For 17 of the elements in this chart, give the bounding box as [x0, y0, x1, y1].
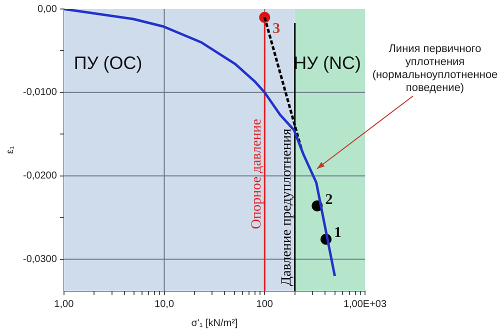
y-tick-label: -0,0300	[22, 254, 58, 266]
text: Линия первичного уплотнения (нормальноуплотненное поведение)	[372, 43, 498, 94]
annotation: 2	[325, 192, 333, 208]
y-axis-title: ε₁	[4, 145, 16, 154]
annotation: 3	[272, 21, 280, 38]
y-tick-label: 0,00	[37, 4, 58, 15]
ref-line-label: Опорное давление	[249, 118, 264, 230]
x-tick-label: 1,00E+03	[343, 298, 387, 310]
ref-line-label: Давление предуплотнения	[280, 128, 295, 286]
x-tick-label: 1,00	[54, 298, 74, 310]
x-tick-label: 10,0	[154, 298, 174, 310]
annotation: 1	[334, 225, 342, 242]
band-label: ПУ (OC)	[74, 52, 142, 73]
x-tick-label: 100	[256, 298, 274, 310]
y-tick-label: -0,0200	[22, 170, 58, 182]
y-tick-label: -0,0100	[22, 87, 58, 98]
x-axis-title: σ'₁ [kN/m²]	[191, 318, 238, 329]
